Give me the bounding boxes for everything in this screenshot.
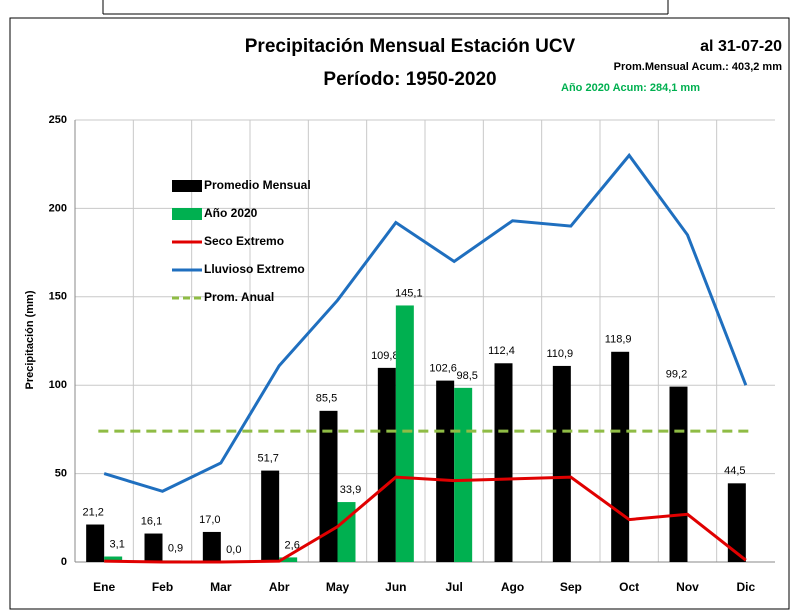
x-tick-label: Sep [560, 580, 582, 594]
data-label: 33,9 [340, 484, 361, 496]
data-label: 2,6 [285, 539, 300, 551]
x-tick-label: Nov [676, 580, 699, 594]
chart-title: Precipitación Mensual Estación UCV [245, 36, 576, 57]
bar [669, 386, 688, 562]
chart-frame [9, 17, 790, 610]
bar [454, 387, 473, 562]
bar [611, 351, 630, 562]
x-tick-label: Mar [210, 580, 232, 594]
data-label: 145,1 [395, 287, 423, 299]
x-tick-label: Oct [619, 580, 639, 594]
x-tick-label: Abr [269, 580, 290, 594]
legend-label: Prom. Anual [204, 290, 274, 304]
annotation: Año 2020 Acum: 284,1 mm [561, 82, 700, 94]
y-tick-label: 200 [49, 202, 67, 214]
line-series [104, 475, 747, 564]
y-axis-label: Precipitación (mm) [24, 290, 36, 389]
data-label: 51,7 [257, 453, 278, 465]
bar [436, 380, 455, 562]
y-tick-label: 50 [55, 468, 67, 480]
data-label: 3,1 [110, 538, 125, 550]
annotation: al 31-07-20 [700, 38, 782, 55]
data-label: 102,6 [429, 363, 457, 375]
bar [377, 367, 396, 562]
bar [395, 305, 414, 562]
line-series [103, 152, 748, 493]
bar [494, 363, 513, 562]
legend-swatch [172, 180, 202, 192]
bar [202, 531, 221, 562]
legend-label: Lluvioso Extremo [204, 262, 305, 276]
x-tick-label: Ene [93, 580, 115, 594]
data-label: 99,2 [666, 369, 687, 381]
legend-label: Promedio Mensual [204, 178, 311, 192]
x-tick-label: Dic [736, 580, 755, 594]
data-label: 17,0 [199, 514, 220, 526]
data-label: 110,9 [546, 348, 573, 360]
bar [319, 410, 338, 562]
x-tick-label: Jun [385, 580, 406, 594]
bar [552, 365, 571, 562]
y-tick-label: 250 [49, 114, 67, 126]
data-label: 98,5 [456, 370, 477, 382]
data-label: 112,4 [488, 345, 515, 357]
legend-label: Seco Extremo [204, 234, 284, 248]
annotation: Prom.Mensual Acum.: 403,2 mm [614, 61, 783, 73]
x-tick-label: Feb [152, 580, 173, 594]
bar [279, 557, 298, 562]
bar [337, 502, 356, 562]
data-label: 118,9 [605, 334, 632, 346]
data-label: 21,2 [82, 506, 103, 518]
bar [86, 524, 105, 562]
data-label: 0,0 [226, 544, 241, 556]
x-tick-label: Ago [501, 580, 524, 594]
data-label: 109,8 [371, 350, 399, 362]
legend-swatch [172, 208, 202, 220]
bar [104, 556, 123, 562]
bar [727, 483, 746, 562]
data-label: 0,9 [168, 542, 183, 554]
data-label: 16,1 [141, 515, 162, 527]
bar [261, 470, 280, 562]
data-label: 44,5 [724, 465, 745, 477]
y-tick-label: 150 [49, 291, 67, 303]
chart-subtitle: Período: 1950-2020 [323, 69, 496, 90]
y-tick-label: 0 [61, 556, 67, 568]
x-tick-label: May [326, 580, 350, 594]
y-tick-label: 100 [49, 379, 67, 391]
bar [144, 533, 163, 562]
legend-label: Año 2020 [204, 206, 258, 220]
data-label: 85,5 [316, 393, 337, 405]
x-tick-label: Jul [445, 580, 462, 594]
